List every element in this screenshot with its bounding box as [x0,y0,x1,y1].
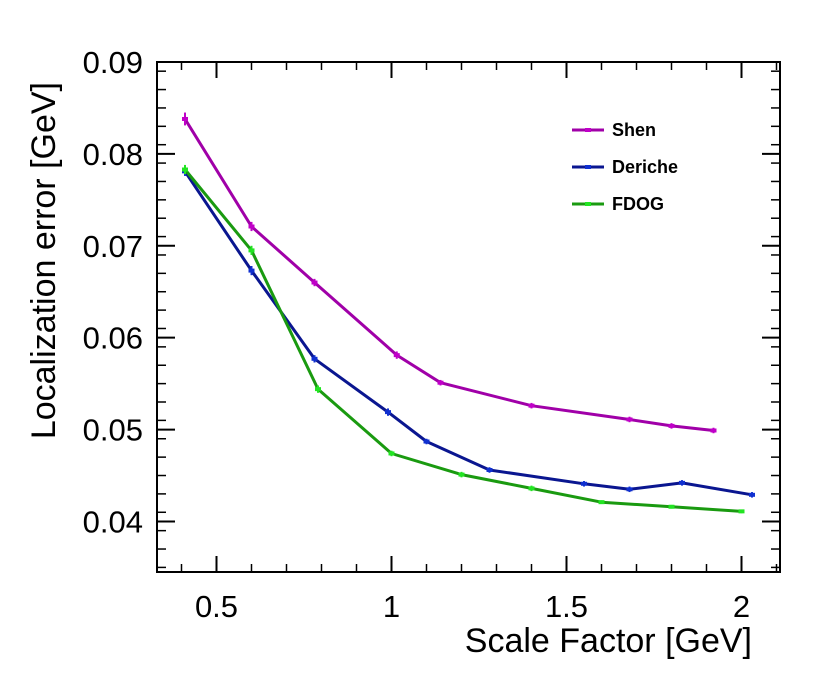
data-point [458,472,465,477]
data-point [311,356,318,361]
data-point [626,417,633,422]
legend-marker [585,165,591,169]
data-point [668,504,675,509]
x-tick-label: 1.5 [545,589,588,624]
data-point [248,224,255,229]
x-tick-label: 0.5 [195,589,238,624]
data-point [182,116,188,121]
data-point [423,439,430,444]
data-point [248,248,255,253]
data-point [388,451,395,456]
y-axis-title: Localization error [GeV] [25,82,63,439]
data-point [738,509,745,514]
legend: Shen Deriche FDOG [572,120,678,214]
y-tick-label: 0.04 [83,504,143,539]
series-fdog [182,164,745,514]
series-shen [182,112,717,434]
data-point [182,167,188,172]
series-line [183,168,742,513]
x-tick-label: 1 [383,589,400,624]
data-point [393,353,400,358]
axis-ticks: 0.5 1 1.5 2 0.04 0.05 0.06 0.07 0.08 0.09 [83,45,780,624]
data-point [598,500,605,505]
legend-label: FDOG [612,194,664,214]
data-point [581,481,587,486]
y-tick-label: 0.06 [83,321,143,356]
x-tick-label: 2 [733,589,750,624]
data-point [679,480,685,485]
data-point [315,387,321,392]
data-point [248,268,255,273]
series-layer [182,112,755,514]
x-axis-title: Scale Factor [GeV] [465,622,752,660]
data-point [668,423,675,428]
data-point [749,492,755,497]
data-point [486,468,493,472]
data-point [710,428,717,433]
series-deriche [182,166,755,498]
y-tick-label: 0.07 [83,229,143,264]
data-point [626,487,633,492]
data-point [528,403,535,408]
data-point [528,486,535,491]
y-tick-label: 0.08 [83,137,143,172]
legend-label: Shen [612,120,656,140]
data-point [311,280,318,285]
plot-border [156,61,781,573]
data-point [385,410,391,415]
y-tick-label: 0.09 [83,45,143,80]
plot-frame [156,61,781,573]
legend-marker [585,128,591,132]
data-point [437,380,444,385]
legend-marker [585,202,591,206]
y-tick-label: 0.05 [83,413,143,448]
legend-label: Deriche [612,157,678,177]
series-line [183,170,753,497]
